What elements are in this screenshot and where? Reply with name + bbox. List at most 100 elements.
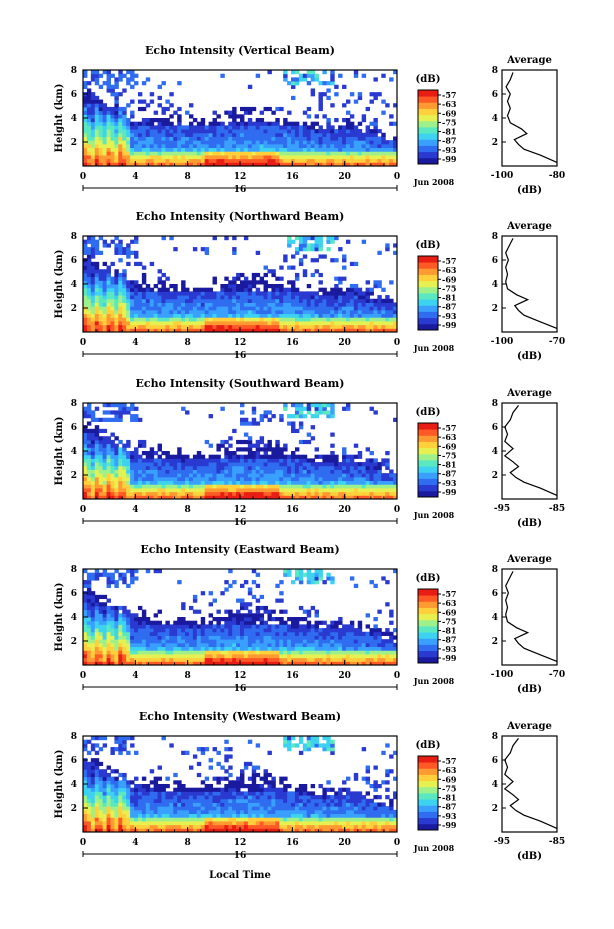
heatmap-cell	[291, 162, 296, 167]
heatmap-cell	[243, 432, 249, 437]
heatmap-cell	[365, 291, 371, 296]
heatmap-cell	[298, 569, 304, 574]
heatmap-cell	[302, 306, 308, 311]
heatmap-cell	[294, 653, 300, 659]
heatmap-cell	[110, 140, 115, 145]
heatmap-cell	[232, 298, 237, 303]
heatmap-cell	[220, 309, 225, 315]
heatmap-cell	[98, 136, 104, 141]
heatmap-cell	[106, 487, 111, 493]
heatmap-cell	[200, 639, 206, 644]
heatmap-cell	[188, 624, 194, 629]
y-tick-label: 8	[71, 399, 77, 409]
heatmap-cell	[232, 151, 237, 156]
heatmap-cell	[338, 162, 343, 167]
heatmap-cell	[153, 143, 159, 149]
heatmap-cell	[137, 617, 143, 622]
heatmap-cell	[294, 491, 300, 496]
heatmap-cell	[236, 650, 241, 655]
heatmap-cell	[212, 491, 217, 496]
heatmap-cell	[334, 469, 339, 474]
heatmap-cell	[149, 458, 155, 463]
heatmap-cell	[86, 403, 92, 408]
heatmap-cell	[137, 657, 143, 662]
heatmap-cell	[204, 151, 210, 156]
heatmap-cell	[94, 291, 100, 296]
heatmap-cell	[314, 454, 319, 459]
heatmap-cell	[165, 276, 170, 281]
heatmap-cell	[83, 609, 88, 614]
heatmap-cell	[310, 403, 316, 408]
heatmap-cell	[326, 143, 331, 149]
heatmap-cell	[118, 313, 123, 318]
heatmap-cell	[137, 284, 143, 289]
heatmap-cell	[118, 417, 123, 422]
colorbar-tick-label: -57	[442, 423, 456, 433]
heatmap-cell	[153, 628, 159, 633]
heatmap-cell	[83, 491, 88, 496]
heatmap-cell	[118, 624, 123, 629]
heatmap-cell	[287, 306, 292, 311]
heatmap-cell	[169, 136, 174, 141]
heatmap-cell	[165, 306, 170, 311]
heatmap-cell	[291, 620, 296, 625]
heatmap-cell	[373, 154, 378, 160]
heatmap-cell	[283, 313, 288, 318]
heatmap-cell	[349, 635, 355, 640]
heatmap-cell	[373, 280, 378, 285]
heatmap-cell	[122, 317, 127, 322]
heatmap-cell	[279, 106, 284, 112]
heatmap-cell	[334, 653, 339, 659]
heatmap-cell	[334, 620, 339, 625]
heatmap-cell	[373, 158, 378, 163]
heatmap-cell	[196, 143, 202, 149]
heatmap-cell	[196, 473, 202, 478]
heatmap-cell	[114, 646, 119, 651]
heatmap-cell	[263, 462, 268, 467]
heatmap-cell	[287, 143, 292, 149]
heatmap-cell	[86, 132, 92, 137]
heatmap-cell	[279, 462, 284, 467]
heatmap-cell	[145, 298, 151, 303]
heatmap-cell	[310, 236, 316, 241]
heatmap-cell	[86, 236, 92, 241]
colorbar-tick-label: -93	[442, 311, 457, 321]
heatmap-cell	[185, 151, 190, 156]
heatmap-cell	[90, 458, 96, 463]
heatmap-cell	[114, 284, 119, 289]
heatmap-cell	[381, 132, 386, 137]
heatmap-cell	[267, 313, 272, 318]
heatmap-cell	[141, 451, 147, 456]
heatmap-cell	[173, 631, 178, 636]
heatmap-cell	[98, 291, 104, 296]
heatmap-cell	[90, 250, 96, 255]
heatmap-cell	[236, 129, 241, 134]
heatmap-cell	[322, 657, 327, 662]
heatmap-cell	[94, 432, 100, 437]
heatmap-cell	[188, 291, 194, 296]
heatmap-cell	[161, 631, 166, 636]
heatmap-cell	[283, 129, 288, 134]
heatmap-cell	[283, 125, 288, 130]
heatmap-cell	[196, 306, 202, 311]
heatmap-cell	[228, 650, 233, 655]
heatmap-cell	[98, 302, 104, 307]
heatmap-cell	[169, 284, 174, 289]
colorbar-segment	[418, 262, 438, 269]
heatmap-cell	[153, 136, 159, 141]
heatmap-cell	[240, 661, 245, 666]
heatmap-cell	[114, 77, 119, 82]
heatmap-cell	[287, 136, 292, 141]
heatmap-cell	[118, 473, 123, 478]
heatmap-cell	[220, 320, 225, 326]
heatmap-cell	[145, 143, 151, 149]
heatmap-cell	[314, 328, 319, 333]
heatmap-cell	[228, 313, 233, 318]
heatmap-cell	[228, 583, 233, 588]
heatmap-cell	[110, 653, 115, 659]
heatmap-cell	[271, 151, 276, 156]
heatmap-cell	[130, 569, 135, 574]
heatmap-cell	[291, 77, 296, 82]
heatmap-cell	[322, 136, 327, 141]
heatmap-cell	[389, 154, 394, 160]
